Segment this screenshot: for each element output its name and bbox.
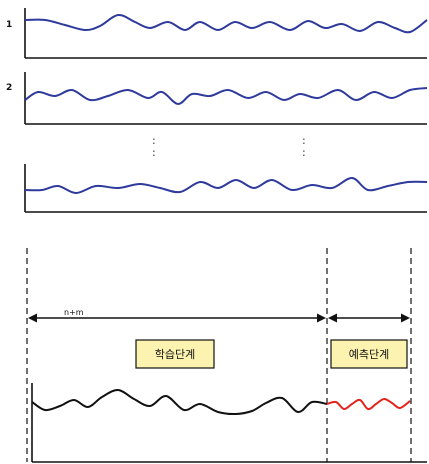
training-series-wave [31, 389, 328, 416]
ellipsis-right-top: : [302, 134, 306, 147]
series-n-wave [24, 177, 428, 195]
series-label-1: 1 [6, 20, 12, 30]
series-panel-1: 1 [6, 8, 428, 59]
series-1-wave [24, 13, 428, 34]
prediction-phase-box [330, 339, 408, 369]
training-span-arrow [28, 313, 326, 323]
prediction-span-arrow [328, 313, 410, 323]
training-phase-label: 학습단계 [155, 348, 195, 361]
prediction-series-wave [326, 398, 411, 411]
series-panel-n [24, 164, 428, 213]
ellipsis-left-top: : [152, 134, 156, 147]
ellipsis-left-bottom: : [152, 146, 156, 159]
span-label: n+m [64, 308, 84, 317]
series-2-wave [24, 87, 428, 105]
ellipsis-markers: : : : : [152, 134, 306, 159]
phase-panel: n+m 학습단계 예측단계 [26, 248, 427, 463]
series-label-2: 2 [6, 83, 12, 93]
series-panel-2: 2 [6, 72, 428, 125]
prediction-phase-label: 예측단계 [349, 348, 389, 361]
ellipsis-right-bottom: : [302, 146, 306, 159]
training-phase-box [135, 339, 215, 369]
